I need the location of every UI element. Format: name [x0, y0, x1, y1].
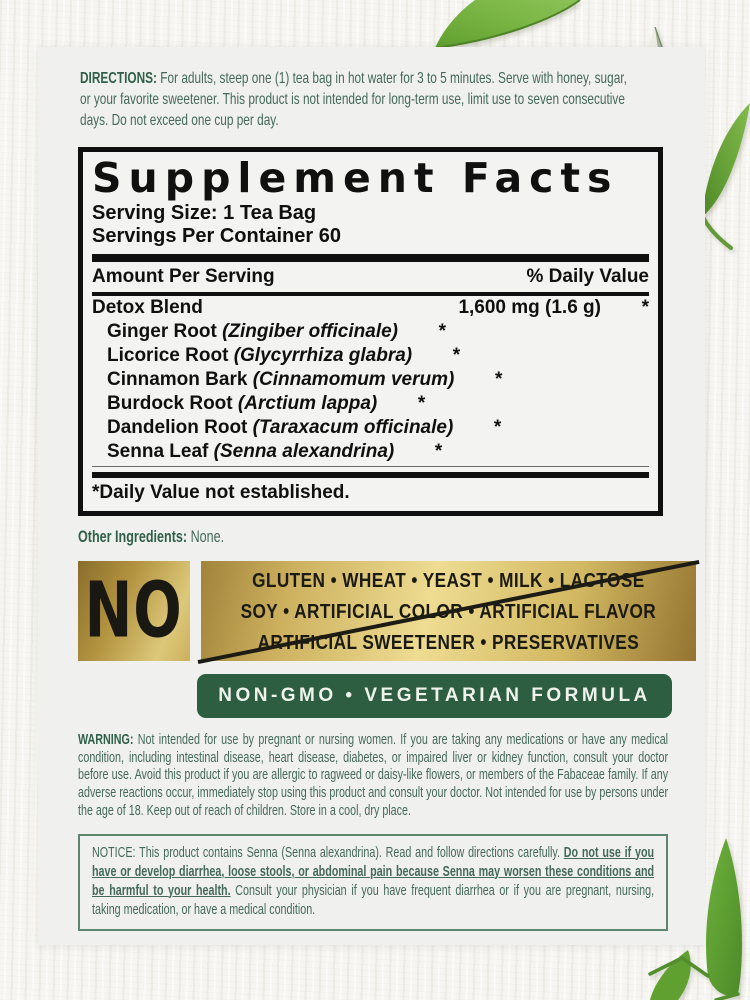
daily-value-asterisk: *: [438, 321, 446, 342]
no-badge: NO: [78, 561, 190, 661]
ingredient-amount: 1,600 mg (1.6 g): [458, 297, 601, 318]
leaf-bottom-right-icon: [648, 838, 742, 1000]
allergen-line: ARTIFICIAL SWEETENER • PRESERVATIVES: [257, 630, 640, 654]
daily-value-asterisk: *: [493, 417, 502, 438]
daily-value-asterisk: *: [434, 441, 443, 462]
other-ingredients-label: Other Ingredients:: [78, 527, 188, 546]
ingredient-row: Senna Leaf (Senna alexandrina) *: [92, 440, 649, 464]
ingredient-latin: (Arctium lappa): [237, 393, 378, 414]
divider-thin: [92, 466, 649, 467]
ingredient-latin: (Taraxacum officinale): [252, 417, 454, 438]
ingredient-row: Burdock Root (Arctium lappa) *: [92, 392, 649, 416]
warning-text: WARNING: Not intended for use by pregnan…: [78, 732, 669, 819]
column-header-row: Amount Per Serving % Daily Value: [92, 262, 649, 292]
serving-size: Serving Size: 1 Tea Bag: [92, 202, 317, 224]
ingredient-name: Cinnamon Bark (Cinnamomum verum): [107, 369, 455, 390]
divider-thick: [92, 472, 649, 478]
ingredient-row: Ginger Root (Zingiber officinale) *: [92, 320, 649, 344]
leaf-tip-icon: [647, 27, 664, 50]
leaf-right-icon: [700, 103, 750, 250]
product-label-card: DIRECTIONS: For adults, steep one (1) te…: [38, 47, 705, 945]
directions-label: DIRECTIONS:: [80, 70, 157, 87]
ingredient-name: Dandelion Root (Taraxacum officinale): [107, 417, 454, 438]
daily-value-asterisk: *: [452, 345, 461, 366]
other-ingredients-value: None.: [190, 527, 225, 546]
divider-medium: [92, 292, 649, 296]
ingredient-row: Cinnamon Bark (Cinnamomum verum) *: [92, 368, 649, 392]
ingredient-latin: (Cinnamomum verum): [252, 369, 455, 390]
column-header-amount: Amount Per Serving: [92, 266, 275, 287]
notice-text: NOTICE: This product contains Senna (Sen…: [92, 844, 655, 918]
ingredient-name: Detox Blend: [92, 297, 203, 318]
directions-text: DIRECTIONS: For adults, steep one (1) te…: [80, 70, 627, 129]
servings-per-container: Servings Per Container 60: [92, 225, 341, 247]
daily-value-asterisk: *: [494, 369, 503, 390]
directions-section: DIRECTIONS: For adults, steep one (1) te…: [80, 68, 640, 131]
non-gmo-banner: NON-GMO • VEGETARIAN FORMULA: [197, 674, 672, 718]
other-ingredients: Other Ingredients: None.: [78, 526, 640, 548]
daily-value-asterisk: *: [641, 297, 649, 318]
daily-value-footnote: *Daily Value not established.: [92, 482, 350, 503]
ingredient-name: Burdock Root (Arctium lappa): [107, 393, 378, 414]
divider-thick: [92, 254, 649, 262]
supplement-facts-panel: Supplement Facts Serving Size: 1 Tea Bag…: [78, 147, 663, 516]
free-of-banner: NO GLUTEN • WHEAT • YEAST • MILK • LACTO…: [78, 559, 700, 664]
warning-label: WARNING:: [78, 732, 134, 748]
allergen-free-list: GLUTEN • WHEAT • YEAST • MILK • LACTOSE …: [197, 559, 700, 664]
column-header-daily-value: % Daily Value: [526, 266, 649, 287]
notice-label: NOTICE:: [92, 844, 136, 861]
allergen-line: GLUTEN • WHEAT • YEAST • MILK • LACTOSE: [252, 568, 645, 592]
warning-section: WARNING: Not intended for use by pregnan…: [78, 732, 668, 821]
ingredient-row: Detox Blend 1,600 mg (1.6 g) *: [92, 296, 649, 320]
ingredient-name: Ginger Root (Zingiber officinale): [107, 321, 398, 342]
ingredient-row: Licorice Root (Glycyrrhiza glabra) *: [92, 344, 649, 368]
ingredient-latin: (Zingiber officinale): [222, 321, 398, 342]
notice-emphasized: Do not use if you have or develop diarrh…: [92, 844, 655, 899]
daily-value-asterisk: *: [417, 393, 426, 414]
supplement-facts-title: Supplement Facts: [92, 154, 619, 202]
ingredient-latin: (Senna alexandrina): [213, 441, 395, 462]
ingredient-latin: (Glycyrrhiza glabra): [233, 345, 413, 366]
ingredient-name: Senna Leaf (Senna alexandrina): [107, 441, 395, 462]
ingredient-name: Licorice Root (Glycyrrhiza glabra): [107, 345, 413, 366]
notice-box: NOTICE: This product contains Senna (Sen…: [78, 833, 668, 931]
leaf-top-right-icon: [434, 0, 581, 49]
ingredient-row: Dandelion Root (Taraxacum officinale) *: [92, 416, 649, 440]
